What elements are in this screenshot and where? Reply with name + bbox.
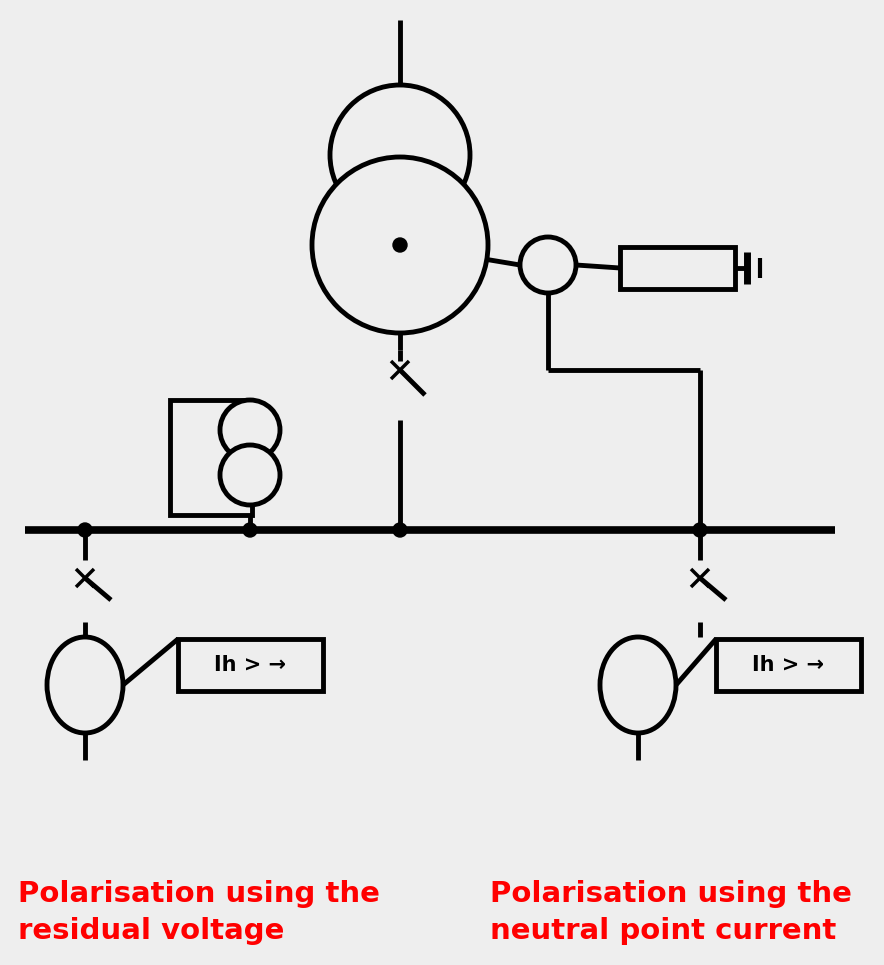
Circle shape bbox=[220, 400, 280, 460]
Text: Ih > →: Ih > → bbox=[215, 655, 286, 675]
Bar bbox=[178, 639, 323, 691]
Text: Polarisation using the
neutral point current: Polarisation using the neutral point cur… bbox=[490, 880, 852, 945]
Circle shape bbox=[220, 445, 280, 505]
Bar bbox=[716, 639, 861, 691]
Ellipse shape bbox=[47, 637, 123, 733]
Ellipse shape bbox=[600, 637, 676, 733]
Circle shape bbox=[393, 523, 407, 537]
Circle shape bbox=[393, 238, 407, 252]
Text: Polarisation using the
residual voltage: Polarisation using the residual voltage bbox=[18, 880, 380, 945]
Circle shape bbox=[330, 85, 470, 225]
Circle shape bbox=[312, 157, 488, 333]
Circle shape bbox=[78, 523, 92, 537]
Bar bbox=[170, 400, 252, 515]
Circle shape bbox=[693, 523, 707, 537]
Circle shape bbox=[520, 237, 576, 293]
Bar bbox=[620, 247, 735, 289]
Circle shape bbox=[243, 523, 257, 537]
Text: Ih > →: Ih > → bbox=[752, 655, 825, 675]
